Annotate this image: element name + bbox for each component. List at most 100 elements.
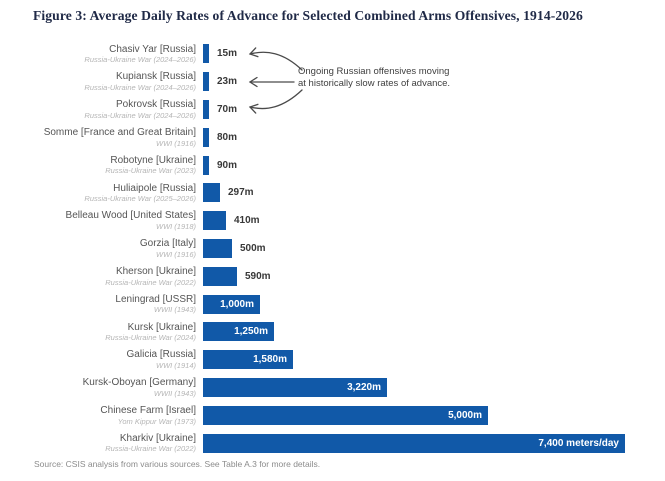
bar: [203, 127, 209, 147]
row-labels: Galicia [Russia] WWI (1914): [0, 349, 203, 370]
war-sublabel: Russia-Ukraine War (2024–2026): [84, 82, 196, 92]
bar-zone: 1,580m: [203, 346, 665, 374]
bar-zone: 70m: [203, 96, 665, 124]
bar-value-label: 80m: [217, 131, 238, 143]
bar-chart: Chasiv Yar [Russia] Russia-Ukraine War (…: [0, 40, 665, 457]
bar: 1,000m: [203, 294, 260, 314]
bar-zone: 23m: [203, 68, 665, 96]
bar: [203, 211, 226, 231]
row-labels: Belleau Wood [United States] WWI (1918): [0, 210, 203, 231]
chart-row: Kherson [Ukraine] Russia-Ukraine War (20…: [0, 262, 665, 290]
offensive-label: Pokrovsk [Russia]: [115, 99, 196, 111]
war-sublabel: WWII (1943): [153, 305, 196, 315]
annotation-line: at historically slow rates of advance.: [298, 78, 451, 89]
bar-value-label: 500m: [240, 242, 266, 254]
row-labels: Huliaipole [Russia] Russia-Ukraine War (…: [0, 183, 203, 204]
offensive-label: Galicia [Russia]: [126, 349, 196, 361]
row-labels: Kharkiv [Ukraine] Russia-Ukraine War (20…: [0, 433, 203, 454]
bar-zone: 590m: [203, 262, 665, 290]
row-labels: Kherson [Ukraine] Russia-Ukraine War (20…: [0, 266, 203, 287]
chart-row: Somme [France and Great Britain] WWI (19…: [0, 123, 665, 151]
offensive-label: Robotyne [Ukraine]: [110, 154, 196, 166]
war-sublabel: WWII (1943): [153, 388, 196, 398]
bar-value-label: 410m: [234, 215, 260, 227]
offensive-label: Kharkiv [Ukraine]: [119, 432, 196, 444]
bar: [203, 99, 209, 119]
chart-row: Pokrovsk [Russia] Russia-Ukraine War (20…: [0, 96, 665, 124]
offensive-label: Huliaipole [Russia]: [113, 182, 196, 194]
row-labels: Chinese Farm [Israel] Yom Kippur War (19…: [0, 405, 203, 426]
war-sublabel: WWI (1918): [155, 221, 196, 231]
row-labels: Gorzia [Italy] WWI (1916): [0, 238, 203, 259]
bar-zone: 1,250m: [203, 318, 665, 346]
bar-value-label: 7,400 meters/day: [538, 437, 619, 449]
bar-zone: 90m: [203, 151, 665, 179]
bar-value-label: 1,580m: [253, 354, 287, 366]
row-labels: Kursk [Ukraine] Russia-Ukraine War (2024…: [0, 322, 203, 343]
bar-zone: 7,400 meters/day: [203, 429, 665, 457]
war-sublabel: Russia-Ukraine War (2022): [105, 444, 196, 454]
bar: 7,400 meters/day: [203, 433, 625, 453]
source-note: Source: CSIS analysis from various sourc…: [34, 459, 321, 469]
row-labels: Somme [France and Great Britain] WWI (19…: [0, 127, 203, 148]
bar: 5,000m: [203, 405, 488, 425]
bar-zone: 80m: [203, 123, 665, 151]
war-sublabel: WWI (1916): [155, 138, 196, 148]
bar: 1,250m: [203, 322, 274, 342]
war-sublabel: Russia-Ukraine War (2023): [105, 166, 196, 176]
chart-row: Belleau Wood [United States] WWI (1918) …: [0, 207, 665, 235]
offensive-label: Chasiv Yar [Russia]: [109, 43, 196, 55]
bar: 3,220m: [203, 377, 387, 397]
bar-zone: 15m: [203, 40, 665, 68]
bar-value-label: 70m: [217, 103, 238, 115]
bar-value-label: 90m: [217, 159, 238, 171]
bar: [203, 44, 209, 64]
war-sublabel: Russia-Ukraine War (2024): [105, 333, 196, 343]
bar-zone: 5,000m: [203, 401, 665, 429]
offensive-label: Kursk [Ukraine]: [127, 321, 196, 333]
chart-row: Kharkiv [Ukraine] Russia-Ukraine War (20…: [0, 429, 665, 457]
chart-row: Kupiansk [Russia] Russia-Ukraine War (20…: [0, 68, 665, 96]
bar: [203, 183, 220, 203]
war-sublabel: Russia-Ukraine War (2024–2026): [84, 110, 196, 120]
row-labels: Kursk-Oboyan [Germany] WWII (1943): [0, 377, 203, 398]
offensive-label: Gorzia [Italy]: [139, 238, 196, 250]
chart-row: Kursk-Oboyan [Germany] WWII (1943) 3,220…: [0, 374, 665, 402]
bar-zone: 500m: [203, 235, 665, 263]
offensive-label: Kursk-Oboyan [Germany]: [82, 377, 196, 389]
row-labels: Robotyne [Ukraine] Russia-Ukraine War (2…: [0, 155, 203, 176]
bar-value-label: 590m: [245, 270, 271, 282]
bar-value-label: 5,000m: [448, 409, 482, 421]
offensive-label: Somme [France and Great Britain]: [43, 127, 196, 139]
war-sublabel: Yom Kippur War (1973): [117, 416, 196, 426]
row-labels: Chasiv Yar [Russia] Russia-Ukraine War (…: [0, 44, 203, 65]
annotation-text: Ongoing Russian offensives moving at his…: [298, 66, 450, 90]
chart-row: Gorzia [Italy] WWI (1916) 500m: [0, 235, 665, 263]
offensive-label: Chinese Farm [Israel]: [100, 405, 196, 416]
chart-row: Huliaipole [Russia] Russia-Ukraine War (…: [0, 179, 665, 207]
offensive-label: Kupiansk [Russia]: [115, 71, 196, 83]
war-sublabel: WWI (1916): [155, 249, 196, 259]
bar-zone: 410m: [203, 207, 665, 235]
figure-title: Figure 3: Average Daily Rates of Advance…: [33, 8, 583, 23]
bar-value-label: 1,000m: [220, 298, 254, 310]
offensive-label: Leningrad [USSR]: [115, 293, 196, 305]
bar: [203, 155, 209, 175]
row-labels: Leningrad [USSR] WWII (1943): [0, 294, 203, 315]
chart-row: Chasiv Yar [Russia] Russia-Ukraine War (…: [0, 40, 665, 68]
bar-value-label: 297m: [228, 187, 254, 199]
bar: 1,580m: [203, 350, 293, 370]
chart-row: Leningrad [USSR] WWII (1943) 1,000m: [0, 290, 665, 318]
bar-zone: 1,000m: [203, 290, 665, 318]
bar: [203, 266, 237, 286]
chart-row: Galicia [Russia] WWI (1914) 1,580m: [0, 346, 665, 374]
row-labels: Pokrovsk [Russia] Russia-Ukraine War (20…: [0, 99, 203, 120]
offensive-label: Kherson [Ukraine]: [115, 266, 196, 278]
chart-row: Robotyne [Ukraine] Russia-Ukraine War (2…: [0, 151, 665, 179]
bar: [203, 72, 209, 92]
war-sublabel: Russia-Ukraine War (2024–2026): [84, 55, 196, 65]
bar-zone: 3,220m: [203, 374, 665, 402]
annotation-line: Ongoing Russian offensives moving: [298, 66, 450, 77]
war-sublabel: Russia-Ukraine War (2025–2026): [84, 194, 196, 204]
